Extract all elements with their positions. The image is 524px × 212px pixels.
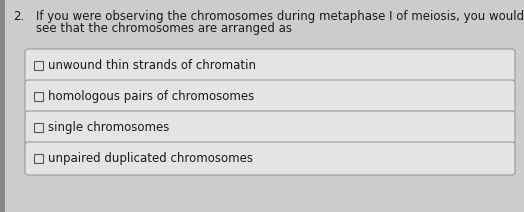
- Text: unwound thin strands of chromatin: unwound thin strands of chromatin: [48, 59, 256, 72]
- Text: see that the chromosomes are arranged as: see that the chromosomes are arranged as: [36, 22, 292, 35]
- Text: single chromosomes: single chromosomes: [48, 121, 169, 134]
- Bar: [34, 123, 42, 132]
- FancyBboxPatch shape: [25, 111, 515, 144]
- FancyBboxPatch shape: [25, 80, 515, 113]
- Text: 2.: 2.: [13, 10, 24, 23]
- Bar: [34, 61, 42, 70]
- FancyBboxPatch shape: [25, 142, 515, 175]
- Bar: [34, 92, 42, 101]
- Text: If you were observing the chromosomes during metaphase I of meiosis, you would: If you were observing the chromosomes du…: [36, 10, 524, 23]
- Bar: [0, 0, 5, 212]
- FancyBboxPatch shape: [25, 49, 515, 82]
- Bar: [34, 154, 42, 163]
- Text: homologous pairs of chromosomes: homologous pairs of chromosomes: [48, 90, 254, 103]
- Text: unpaired duplicated chromosomes: unpaired duplicated chromosomes: [48, 152, 253, 165]
